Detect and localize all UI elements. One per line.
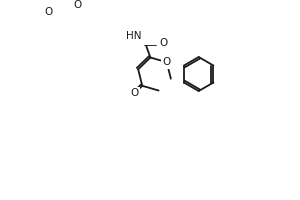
Text: HN: HN xyxy=(126,31,142,41)
Text: O: O xyxy=(44,7,52,17)
Text: O: O xyxy=(159,38,167,48)
Text: O: O xyxy=(163,57,171,67)
Text: O: O xyxy=(130,88,139,98)
Text: O: O xyxy=(73,0,81,10)
